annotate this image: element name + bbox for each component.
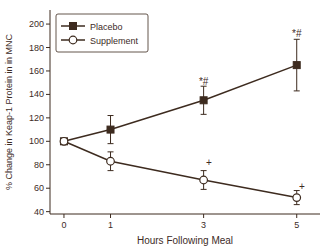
legend-marker [70, 23, 77, 30]
y-tick-label: 100 [29, 136, 44, 146]
y-tick [46, 188, 50, 189]
y-tick [46, 47, 50, 48]
data-point [60, 138, 67, 145]
error-bar [108, 116, 114, 144]
legend-label: Placebo [90, 22, 123, 32]
y-tick [46, 117, 50, 118]
y-tick-label: 40 [34, 207, 44, 217]
x-axis [50, 214, 320, 215]
legend-box [56, 14, 148, 52]
x-tick-label: 3 [201, 220, 206, 230]
y-axis [50, 10, 51, 214]
error-bar-cap [108, 143, 114, 144]
error-bar-cap [108, 170, 114, 171]
data-point [107, 157, 115, 165]
data-point [60, 138, 68, 146]
y-tick [46, 141, 50, 142]
annotation: + [299, 181, 305, 192]
legend: Placebo Supplement [56, 14, 148, 52]
annotation: + [206, 157, 212, 168]
x-tick [63, 214, 64, 218]
data-point [293, 194, 301, 202]
y-tick-label: 180 [29, 43, 44, 53]
error-bar-cap [201, 170, 207, 171]
annotation: *# [292, 28, 302, 39]
plot-area [60, 39, 300, 204]
y-tick-label: 200 [29, 19, 44, 29]
error-bar [108, 152, 114, 171]
error-bar [201, 171, 207, 190]
legend-label: Supplement [90, 36, 139, 46]
error-bar-cap [294, 204, 300, 205]
error-bar-cap [108, 115, 114, 116]
y-tick-label: 160 [29, 66, 44, 76]
error-bar-cap [201, 114, 207, 115]
x-tick-label: 5 [294, 220, 299, 230]
error-bar-cap [201, 189, 207, 190]
y-tick [46, 70, 50, 71]
data-point [107, 126, 114, 133]
error-bar-cap [294, 90, 300, 91]
x-tick [296, 214, 297, 218]
y-tick [46, 164, 50, 165]
series-line [64, 141, 297, 197]
data-point [200, 176, 208, 184]
series-line [64, 65, 297, 141]
y-tick-label: 60 [34, 183, 44, 193]
error-bar [201, 86, 207, 114]
legend-marker [69, 36, 77, 44]
annotation: *# [199, 76, 209, 87]
x-axis-label: Hours Following Meal [137, 235, 233, 246]
error-bar [294, 39, 300, 91]
y-tick-label: 80 [34, 160, 44, 170]
y-tick [46, 211, 50, 212]
data-point [200, 97, 207, 104]
y-axis-label: % Change in Keap-1 Protein in in MNC [4, 33, 14, 190]
x-tick [110, 214, 111, 218]
error-bar-cap [108, 151, 114, 152]
y-tick-label: 140 [29, 89, 44, 99]
data-point [293, 62, 300, 69]
x-tick-label: 0 [61, 220, 66, 230]
y-tick [46, 24, 50, 25]
x-tick-label: 1 [108, 220, 113, 230]
x-tick [203, 214, 204, 218]
error-bar [294, 191, 300, 205]
chart: 40 60 80 100 120 140 160 180 200 0 1 3 5 Hours Follow… [0, 0, 330, 250]
y-tick-label: 120 [29, 113, 44, 123]
y-tick [46, 94, 50, 95]
